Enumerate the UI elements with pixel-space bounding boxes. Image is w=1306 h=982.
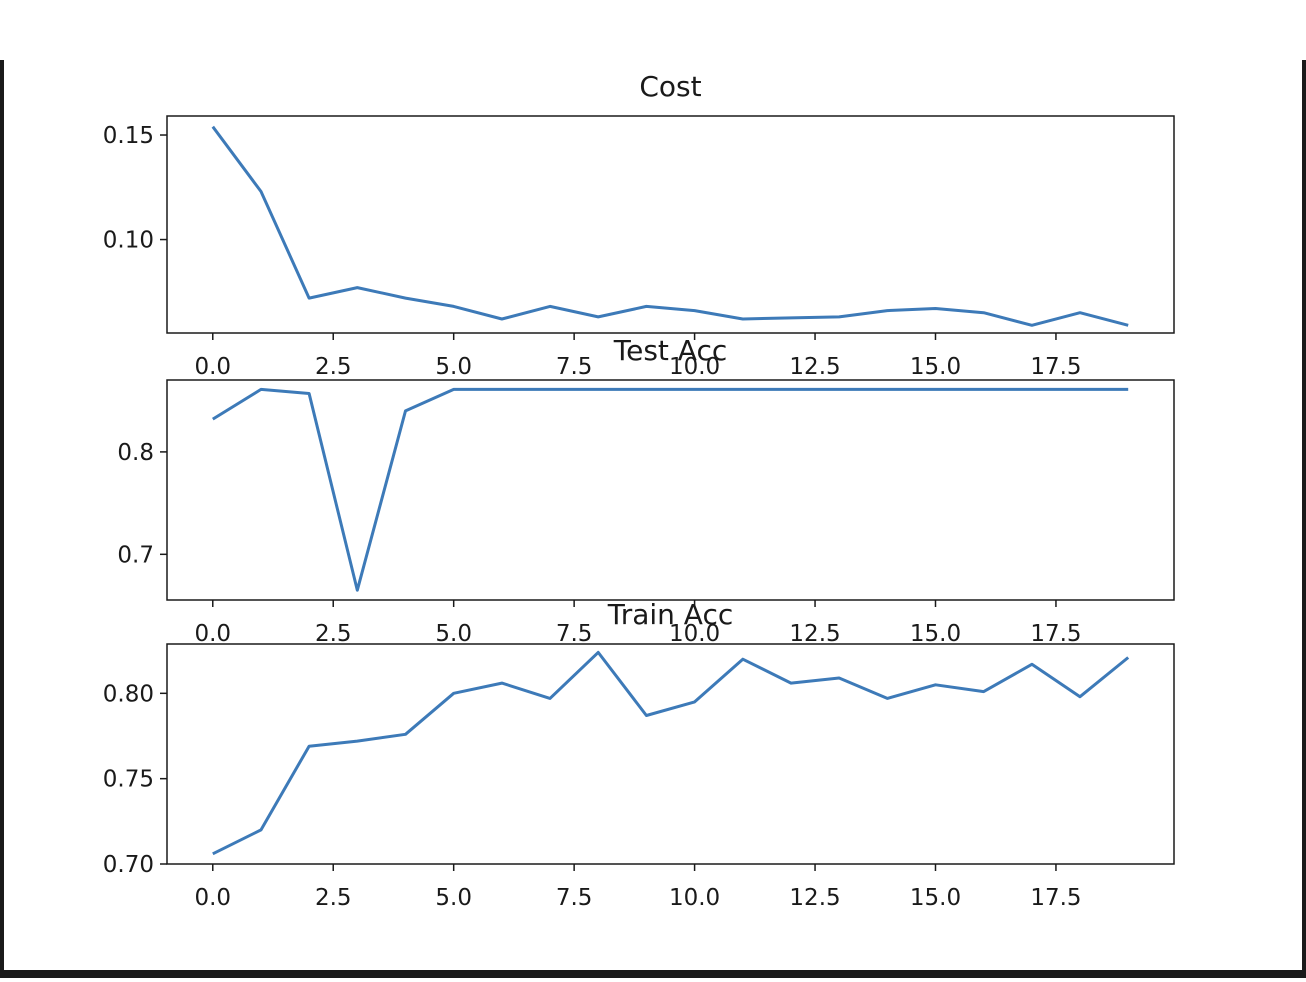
test-acc-title: Test Acc — [613, 334, 728, 367]
train-acc-x-tick-label: 17.5 — [1030, 885, 1081, 911]
train-acc-x-tick-label: 15.0 — [910, 885, 961, 911]
bottom-frame-edge — [0, 970, 1306, 978]
train-acc-y-tick-label: 0.80 — [103, 681, 154, 707]
left-frame-edge — [0, 60, 4, 978]
test-acc-subplot: 0.0 2.5 5.0 7.5 10.0 12.5 15.0 17.5 0.7 0.8 Test A… — [117, 334, 1175, 647]
train-acc-x-tick-label: 10.0 — [669, 885, 720, 911]
test-acc-x-tick-label: 12.5 — [789, 621, 840, 647]
train-acc-x-tick-label: 0.0 — [194, 885, 231, 911]
cost-series-line-0 — [211, 125, 1129, 327]
cost-x-tick-label: 12.5 — [789, 354, 840, 380]
test-acc-x-tick-label: 2.5 — [315, 621, 352, 647]
cost-y-tick-label: 0.15 — [103, 123, 154, 149]
test-acc-axes-frame — [166, 379, 1175, 601]
right-frame-edge — [1302, 60, 1306, 978]
test-acc-x-tick-label: 10.0 — [669, 621, 720, 647]
train-acc-subplot: 0.0 2.5 5.0 7.5 10.0 12.5 15.0 17.5 0.70 0.75 0.80… — [103, 598, 1175, 911]
test-acc-y-tick-label: 0.8 — [117, 440, 154, 466]
cost-subplot: 0.0 2.5 5.0 7.5 10.0 12.5 15.0 17.5 0.10 0.15 Cost — [103, 70, 1175, 380]
cost-x-tick-label: 17.5 — [1030, 354, 1081, 380]
train-acc-x-tick-label: 7.5 — [556, 885, 593, 911]
train-acc-title: Train Acc — [607, 598, 734, 631]
test-acc-x-tick-label: 5.0 — [435, 621, 472, 647]
train-acc-y-tick-label: 0.75 — [103, 767, 154, 793]
test-acc-x-tick-label: 7.5 — [556, 621, 593, 647]
train-acc-x-tick-label: 12.5 — [789, 885, 840, 911]
test-acc-x-tick-label: 17.5 — [1030, 621, 1081, 647]
cost-x-tick-label: 15.0 — [910, 354, 961, 380]
cost-x-tick-label: 5.0 — [435, 354, 472, 380]
cost-x-tick-label: 10.0 — [669, 354, 720, 380]
train-acc-series-line-0 — [212, 650, 1130, 856]
test-acc-x-tick-label: 15.0 — [910, 621, 961, 647]
train-acc-x-tick-label: 2.5 — [315, 885, 352, 911]
test-acc-y-tick-label: 0.7 — [117, 542, 154, 568]
train-acc-axes-frame — [166, 643, 1175, 865]
cost-x-tick-label: 2.5 — [315, 354, 352, 380]
train-acc-x-tick-label: 5.0 — [435, 885, 472, 911]
cost-y-tick-label: 0.10 — [103, 228, 154, 254]
cost-axes-frame — [166, 115, 1175, 334]
test-acc-series-line-0 — [212, 387, 1129, 592]
cost-x-tick-label: 0.0 — [194, 354, 231, 380]
cost-title: Cost — [639, 70, 701, 103]
test-acc-x-tick-label: 0.0 — [194, 621, 231, 647]
cost-x-tick-label: 7.5 — [556, 354, 593, 380]
train-acc-y-tick-label: 0.70 — [103, 852, 154, 878]
